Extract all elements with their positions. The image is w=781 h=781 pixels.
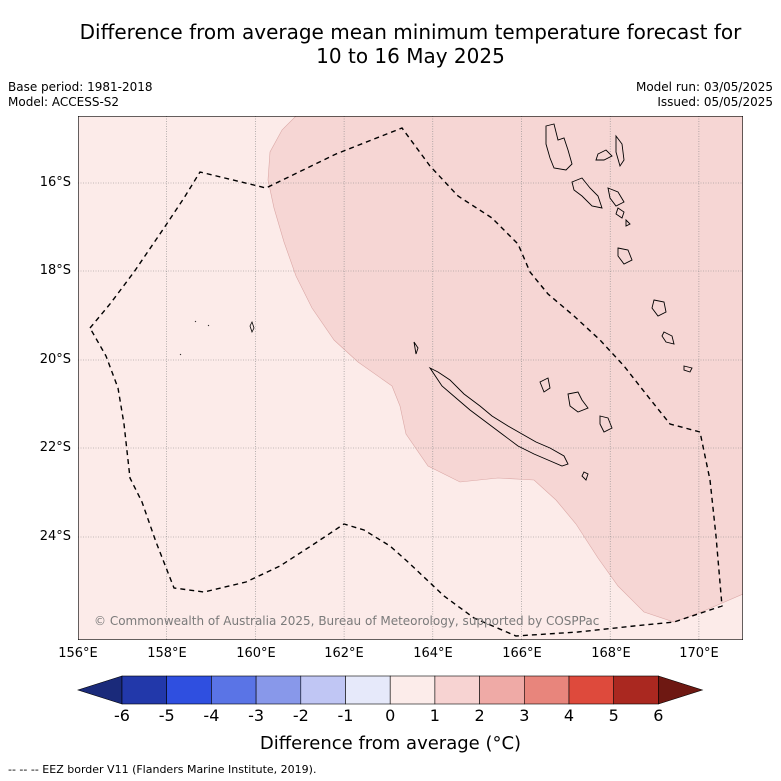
lon-label-170e: 170°E bbox=[679, 646, 719, 661]
colorbar-tick-label: -6 bbox=[114, 706, 130, 725]
colorbar-title: Difference from average (°C) bbox=[259, 733, 522, 754]
colorbar bbox=[77, 675, 704, 705]
colorbar-bin bbox=[345, 675, 391, 705]
gridlines bbox=[78, 116, 743, 640]
model-run: Model run: 03/05/2025 bbox=[635, 80, 773, 94]
colorbar-tick-label: 1 bbox=[429, 706, 440, 725]
issued-date: Issued: 05/05/2025 bbox=[657, 95, 773, 109]
colorbar-bin bbox=[389, 675, 436, 705]
chart-title: Difference from average mean minimum tem… bbox=[40, 20, 781, 68]
title-line-1: Difference from average mean minimum tem… bbox=[79, 20, 742, 44]
lat-label-16s: 16°S bbox=[39, 175, 71, 190]
map-frame bbox=[78, 116, 743, 640]
colorbar-tick-label: -2 bbox=[292, 706, 309, 725]
eez-border bbox=[89, 127, 723, 637]
colorbar-bin bbox=[211, 675, 257, 705]
lon-label-164e: 164°E bbox=[413, 646, 453, 661]
lat-label-18s: 18°S bbox=[39, 263, 71, 278]
forecast-map bbox=[78, 116, 743, 640]
colorbar-bin bbox=[255, 675, 302, 705]
lon-label-158e: 158°E bbox=[147, 646, 187, 661]
anomaly-zone-1-2 bbox=[267, 116, 743, 623]
colorbar-bin bbox=[434, 675, 480, 705]
eez-legend-note: -- -- -- EEZ border V11 (Flanders Marine… bbox=[8, 763, 317, 776]
lon-label-168e: 168°E bbox=[591, 646, 631, 661]
colorbar-tick-label: 4 bbox=[563, 706, 575, 725]
new-caledonia bbox=[413, 341, 613, 481]
title-line-2: 10 to 16 May 2025 bbox=[316, 44, 505, 68]
lon-label-160e: 160°E bbox=[236, 646, 276, 661]
colorbar-bin bbox=[613, 675, 659, 705]
lon-label-166e: 166°E bbox=[502, 646, 542, 661]
lat-label-24s: 24°S bbox=[39, 529, 71, 544]
colorbar-tick-label: -5 bbox=[158, 706, 175, 725]
colorbar-tick-label: 5 bbox=[608, 706, 619, 725]
colorbar-extend-high bbox=[658, 675, 704, 705]
meta-right: Model run: 03/05/2025 Issued: 05/05/2025 bbox=[636, 80, 773, 110]
colorbar-tick-label: 2 bbox=[474, 706, 485, 725]
lat-label-22s: 22°S bbox=[39, 440, 71, 455]
lon-label-162e: 162°E bbox=[324, 646, 364, 661]
colorbar-bin bbox=[166, 675, 212, 705]
colorbar-tick-label: -4 bbox=[203, 706, 220, 725]
colorbar-bin bbox=[568, 675, 615, 705]
base-period: Base period: 1981-2018 bbox=[8, 80, 153, 94]
colorbar-tick-label: 3 bbox=[519, 706, 530, 725]
lon-label-156e: 156°E bbox=[58, 646, 98, 661]
colorbar-tick-label: -1 bbox=[337, 706, 354, 725]
vanuatu-islands bbox=[545, 123, 693, 373]
colorbar-bin bbox=[523, 675, 570, 705]
lat-label-20s: 20°S bbox=[39, 352, 71, 367]
meta-left: Base period: 1981-2018 Model: ACCESS-S2 bbox=[8, 80, 153, 110]
model-name: Model: ACCESS-S2 bbox=[8, 95, 120, 109]
colorbar-bin bbox=[479, 675, 525, 705]
colorbar-tick-label: -3 bbox=[248, 706, 265, 725]
colorbar-tick-label: 0 bbox=[385, 706, 396, 725]
small-reefs bbox=[179, 320, 255, 356]
copyright-notice: © Commonwealth of Australia 2025, Bureau… bbox=[94, 614, 600, 628]
colorbar-bin bbox=[300, 675, 346, 705]
colorbar-tick-label: 6 bbox=[653, 706, 664, 725]
colorbar-bin bbox=[121, 675, 168, 705]
colorbar-extend-low bbox=[77, 675, 123, 705]
